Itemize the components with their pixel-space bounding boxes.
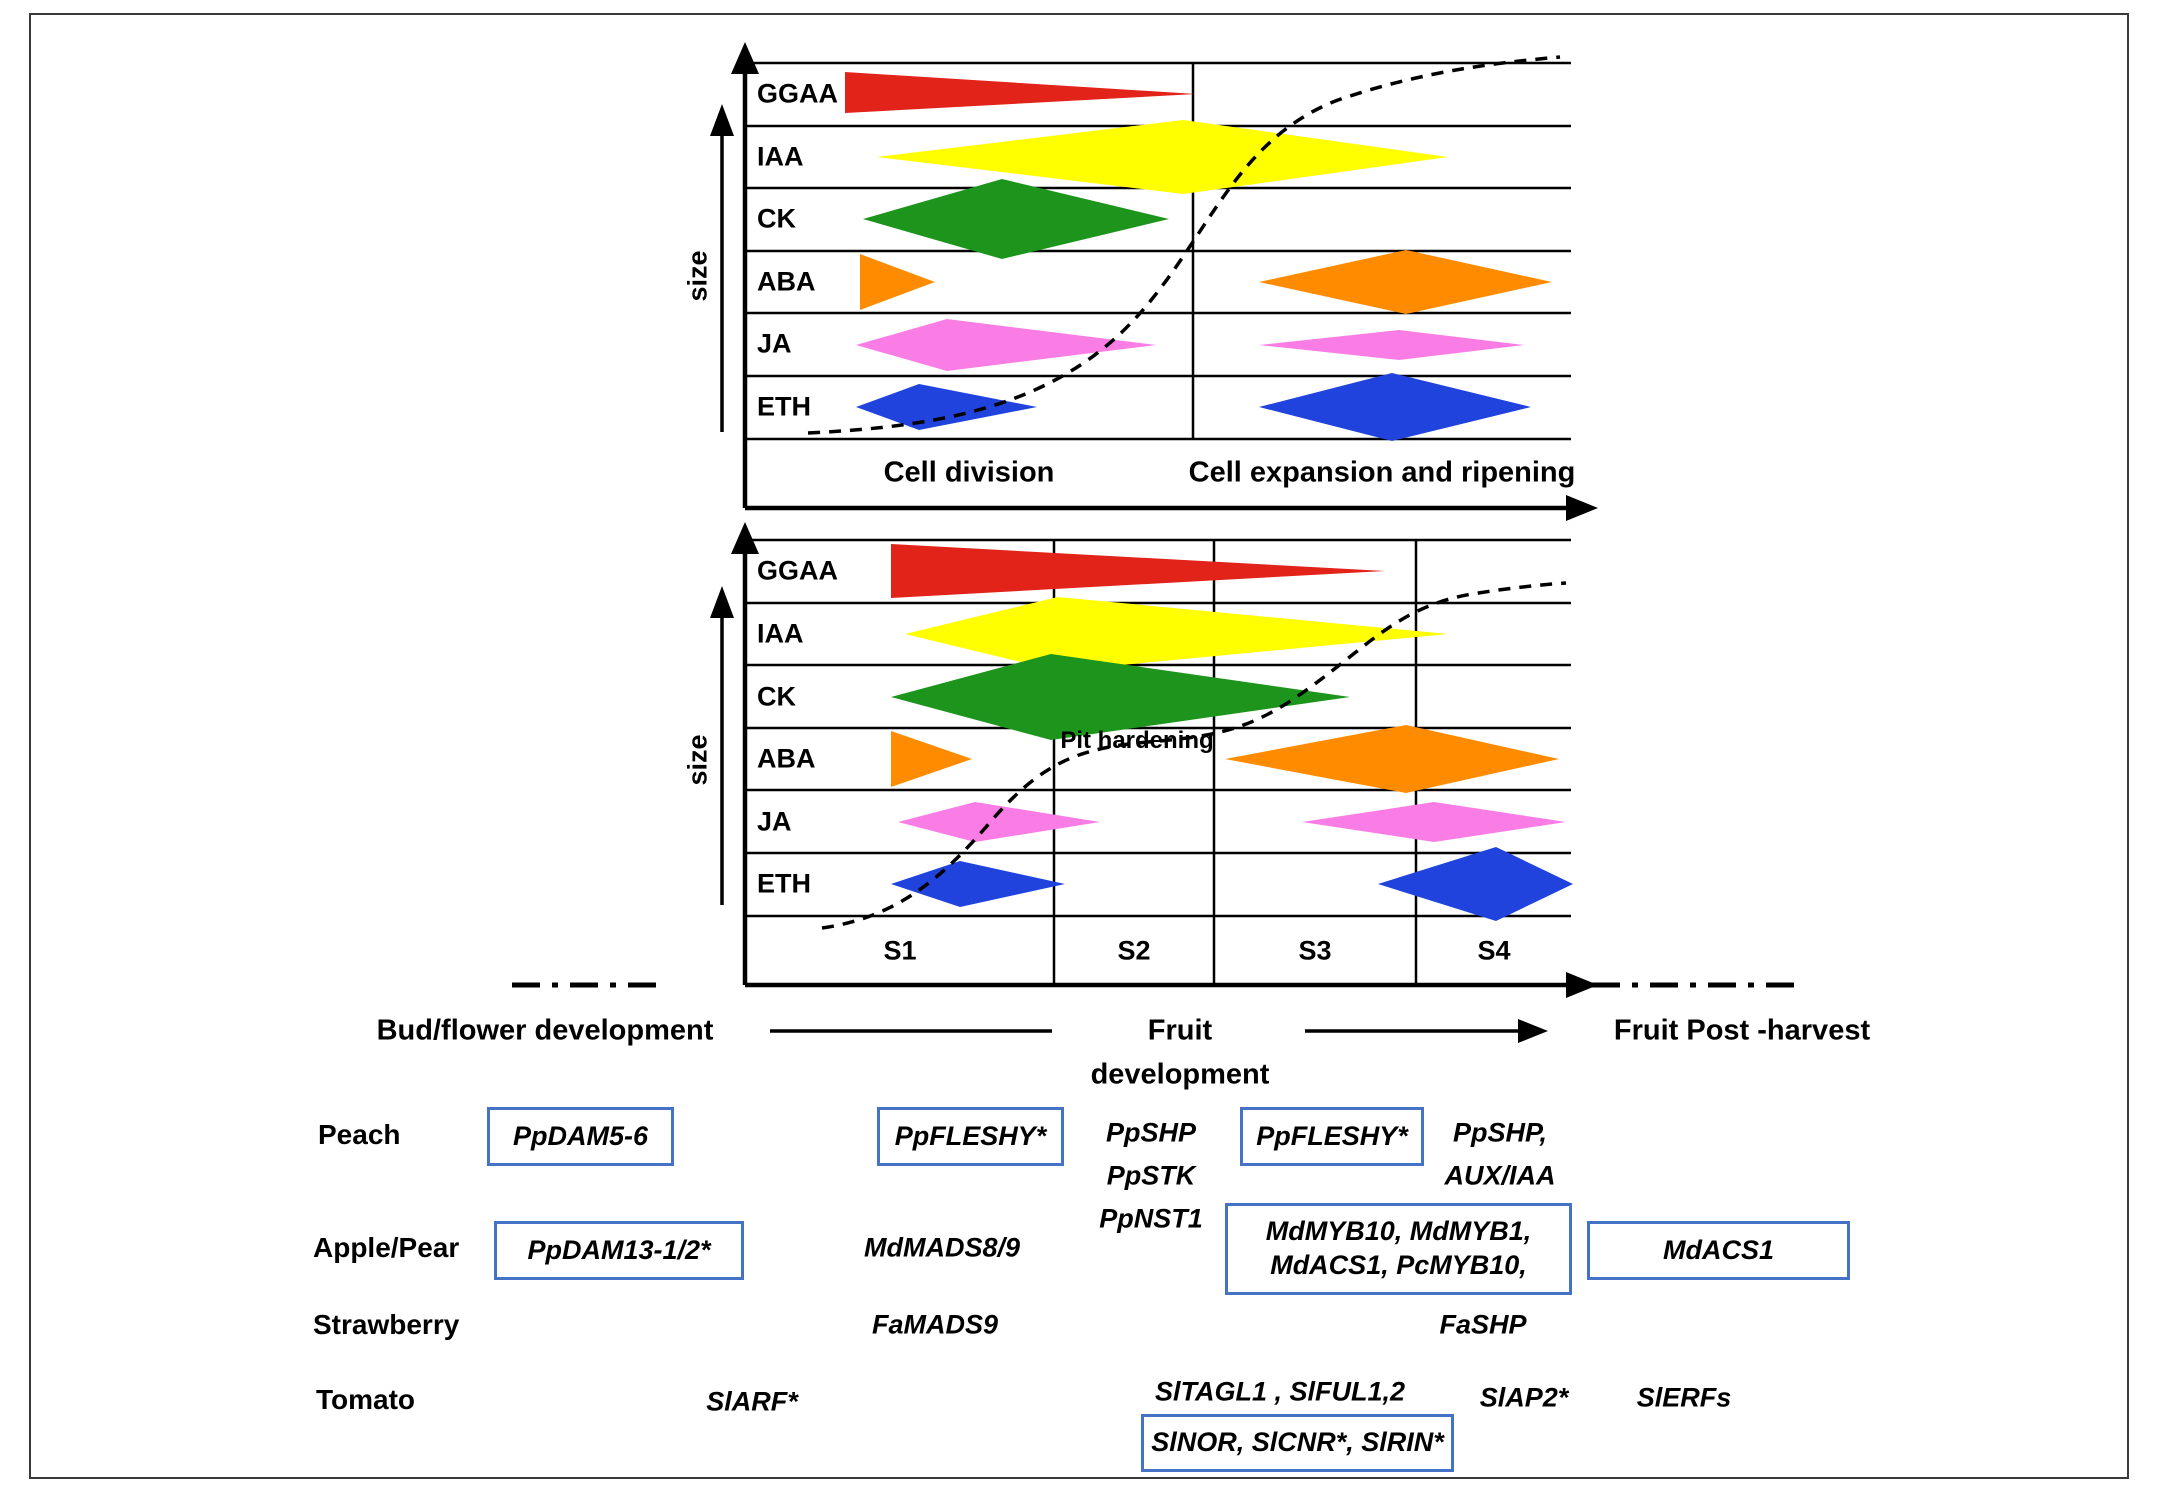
top-hormone-label-eth: ETH (757, 391, 811, 422)
gene-text-aux-iaa: AUX/IAA (1444, 1160, 1556, 1191)
top-ck-shape (863, 179, 1169, 259)
stage-label-s4: S4 (1477, 935, 1511, 966)
bottom-hormone-label-eth: ETH (757, 868, 811, 899)
gene-text-ppnst1: PpNST1 (1099, 1203, 1203, 1234)
pit-hardening-annotation: Pit hardening (1060, 727, 1214, 754)
top-size-axis-label: size (682, 250, 713, 302)
gene-text-ppshp: PpSHP (1105, 1117, 1197, 1148)
gene-text-ppshp-late: PpSHP, (1452, 1117, 1548, 1148)
top-ja-early-shape (856, 319, 1156, 371)
peach-ppfleshy-box-late: PpFLESHY* (1240, 1107, 1424, 1166)
bottom-aba-late-shape (1225, 725, 1559, 793)
bottom-eth-late-shape (1378, 847, 1573, 921)
bottom-hormone-label-ja: JA (757, 806, 792, 837)
peach-ppdam5-6-box: PpDAM5-6 (487, 1107, 674, 1166)
tomato-slnor-box: SlNOR, SlCNR*, SlRIN* (1141, 1414, 1454, 1472)
top-hormone-label-ggaa: GGAA (757, 78, 838, 109)
bottom-ja-early-shape (898, 802, 1100, 842)
gene-text-ppstk: PpSTK (1106, 1160, 1196, 1191)
timeline-arrowhead (1518, 1019, 1548, 1043)
timeline-label-fruit: Fruit (1147, 1014, 1213, 1047)
species-label-tomato: Tomato (316, 1384, 416, 1415)
gene-text-mdmads8-9: MdMADS8/9 (863, 1232, 1021, 1263)
bottom-aba-early-shape (891, 731, 972, 787)
top-hormone-label-ja: JA (757, 328, 792, 359)
bottom-x-axis-arrowhead (1566, 972, 1598, 998)
peach-ppfleshy-box-early: PpFLESHY* (877, 1107, 1064, 1166)
timeline-label-post-harvest: Fruit Post -harvest (1613, 1014, 1871, 1047)
timeline-label-development: development (1090, 1058, 1270, 1091)
gene-text-slap2: SlAP2* (1479, 1382, 1569, 1413)
top-hormone-label-ck: CK (757, 203, 796, 234)
bottom-hormone-label-aba: ABA (757, 743, 816, 774)
apple-myb-box: MdMYB10, MdMYB1, MdACS1, PcMYB10, (1225, 1203, 1572, 1295)
bottom-panel-grid (745, 538, 1571, 985)
species-label-apple-pear: Apple/Pear (313, 1232, 460, 1263)
bottom-ck-shape (891, 654, 1350, 740)
gene-text-famads9: FaMADS9 (871, 1309, 999, 1340)
gene-text-ppfleshy-late: PpFLESHY* (1256, 1120, 1408, 1151)
top-ggaa-shape (845, 72, 1196, 113)
figure-border (29, 13, 2129, 1479)
species-label-peach: Peach (318, 1119, 401, 1150)
stage-label-s3: S3 (1298, 935, 1332, 966)
phase-label-cell-division: Cell division (883, 456, 1055, 489)
apple-mdacs1-box: MdACS1 (1587, 1221, 1850, 1280)
top-hormone-label-iaa: IAA (757, 141, 804, 172)
stage-label-s2: S2 (1117, 935, 1151, 966)
top-y-axis-arrowhead (731, 42, 759, 74)
top-eth-early-shape (856, 384, 1037, 430)
top-ja-late-shape (1259, 330, 1524, 360)
timeline-label-bud-flower: Bud/flower development (376, 1014, 714, 1047)
top-iaa-shape (877, 120, 1448, 194)
gene-text-fashp: FaSHP (1439, 1309, 1527, 1340)
gene-text-slarf: SlARF* (706, 1386, 798, 1417)
top-panel-grid (745, 61, 1571, 441)
bottom-ja-late-shape (1302, 802, 1566, 842)
gene-text-sltagl1: SlTAGL1 , SlFUL1,2 (1154, 1376, 1406, 1407)
gene-text-ppdam13: PpDAM13-1/2* (527, 1234, 711, 1265)
bottom-size-axis-label: size (682, 734, 713, 786)
gene-text-slerfs: SlERFs (1636, 1382, 1732, 1413)
top-x-axis-arrowhead (1566, 495, 1598, 521)
top-hormone-label-aba: ABA (757, 266, 816, 297)
bottom-ggaa-shape (891, 544, 1385, 598)
gene-text-slnor: SlNOR, SlCNR*, SlRIN* (1151, 1427, 1444, 1458)
bottom-hormone-label-ck: CK (757, 681, 796, 712)
bottom-hormone-label-ggaa: GGAA (757, 555, 838, 586)
top-aba-early-shape (860, 254, 935, 310)
bottom-size-arrowhead (710, 586, 734, 618)
species-label-strawberry: Strawberry (313, 1309, 460, 1340)
gene-text-ppfleshy-early: PpFLESHY* (894, 1120, 1047, 1151)
gene-text-mdmyb10-line2: MdACS1, PcMYB10, (1270, 1250, 1527, 1280)
bottom-growth-curve (821, 581, 1567, 930)
bottom-y-axis-arrowhead (731, 522, 759, 554)
gene-text-mdacs1: MdACS1 (1662, 1234, 1774, 1265)
bottom-hormone-label-iaa: IAA (757, 618, 804, 649)
bottom-eth-early-shape (891, 861, 1065, 907)
gene-text-mdmyb10-line1: MdMYB10, MdMYB1, (1265, 1216, 1532, 1247)
top-aba-late-shape (1259, 250, 1552, 314)
phase-label-cell-expansion: Cell expansion and ripening (1188, 456, 1576, 489)
gene-text-ppdam5-6: PpDAM5-6 (512, 1120, 648, 1151)
top-eth-late-shape (1259, 373, 1531, 441)
bottom-iaa-shape (905, 597, 1448, 671)
apple-ppdam13-box: PpDAM13-1/2* (494, 1221, 744, 1280)
top-size-arrowhead (710, 104, 734, 136)
stage-label-s1: S1 (883, 935, 917, 966)
